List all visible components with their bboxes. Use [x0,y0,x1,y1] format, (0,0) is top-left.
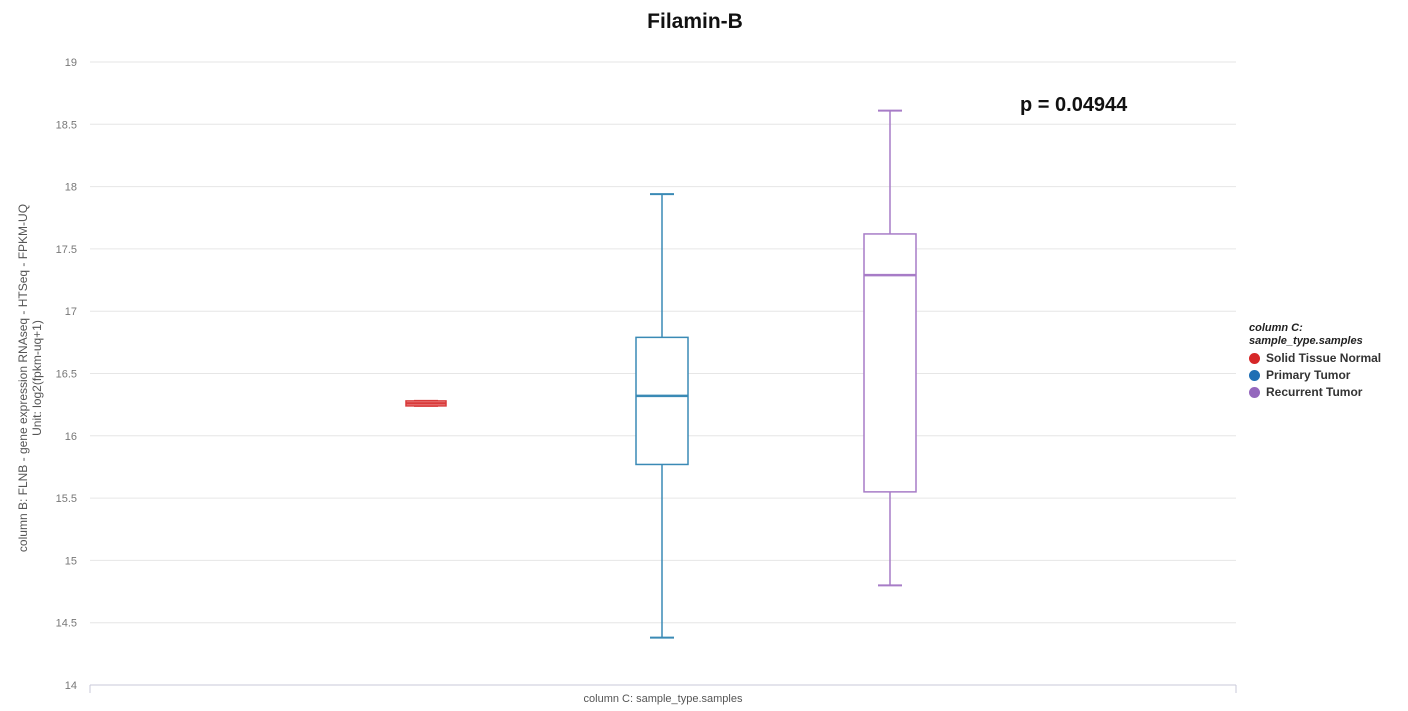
y-tick-label: 17.5 [56,244,77,256]
y-axis-label-line1: column B: FLNB - gene expression RNAseq … [16,203,30,553]
y-tick-label: 14 [65,680,77,692]
legend-dot-recurrent-tumor [1249,386,1260,398]
legend-title-line1: column C: [1249,322,1303,334]
legend-label-recurrent-tumor: Recurrent Tumor [1266,385,1363,399]
legend-title: column C: sample_type.samples [1249,322,1381,348]
y-axis-label: column B: FLNB - gene expression RNAseq … [16,204,44,552]
legend-dot-primary-tumor [1249,369,1260,381]
legend-label-primary-tumor: Primary Tumor [1266,368,1351,382]
legend-title-line2: sample_type.samples [1249,335,1363,347]
y-tick-label: 17 [65,306,77,318]
box-primary-tumor [635,336,689,466]
y-tick-label: 16.5 [56,369,77,381]
p-value-annotation: p = 0.04944 [1020,94,1128,116]
legend-label-solid-tissue-normal: Solid Tissue Normal [1266,351,1382,365]
y-tick-label: 18 [65,182,77,194]
y-tick-label: 16 [65,431,77,443]
legend-item-solid-tissue-normal[interactable]: Solid Tissue Normal [1249,351,1381,365]
y-tick-label: 15 [65,555,77,567]
box-recurrent-tumor [863,233,917,493]
y-tick-label: 14.5 [56,618,77,630]
legend-dot-solid-tissue-normal [1249,352,1260,364]
y-tick-label: 19 [65,57,77,69]
y-tick-label: 15.5 [56,493,77,505]
legend: column C: sample_type.samples Solid Tiss… [1249,322,1381,399]
chart-title: Filamin-B [647,10,743,33]
x-axis-label: column C: sample_type.samples [583,693,743,705]
legend-item-recurrent-tumor[interactable]: Recurrent Tumor [1249,385,1381,399]
y-axis-label-line2: Unit: log2(fpkm-uq+1) [30,320,44,436]
legend-item-primary-tumor[interactable]: Primary Tumor [1249,368,1381,382]
y-tick-label: 18.5 [56,119,77,131]
